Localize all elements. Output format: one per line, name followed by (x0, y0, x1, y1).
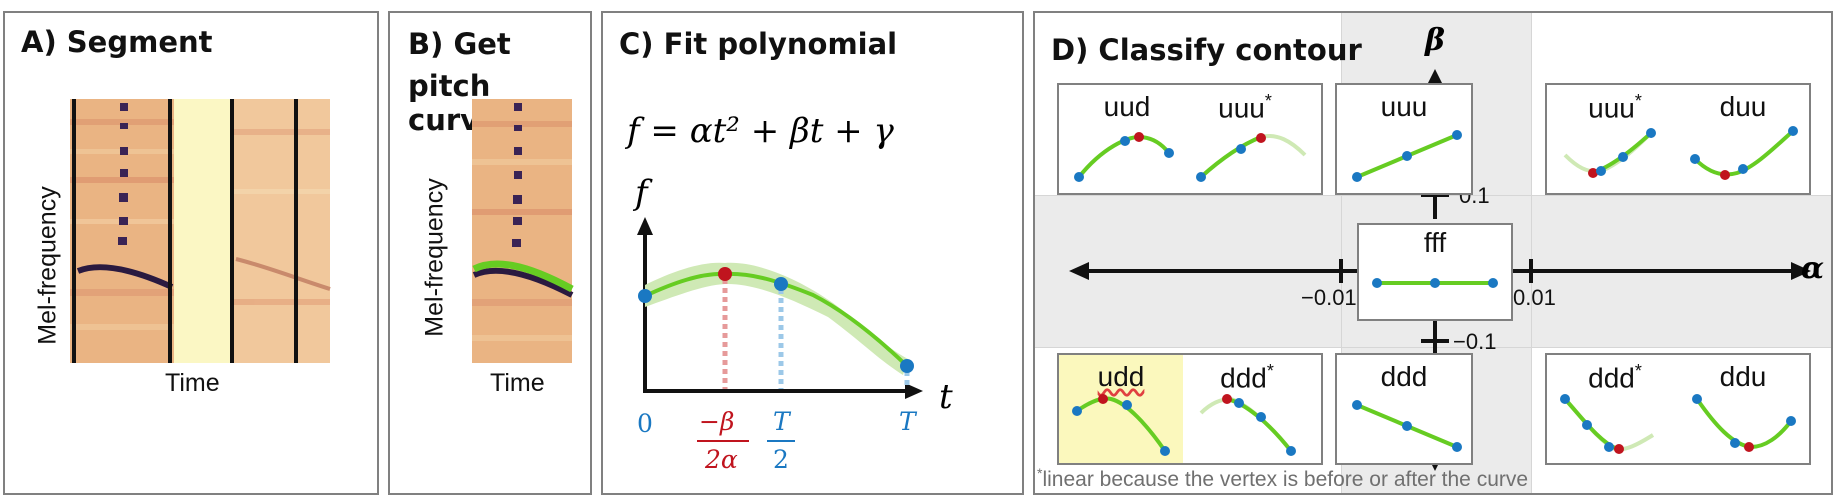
point-start (638, 289, 652, 303)
label-uuu: uuu (1380, 91, 1428, 122)
panel-a-spectrogram (70, 99, 331, 363)
beta-axis-arrow-up (1426, 69, 1444, 87)
label-uuu-star: uuu* (1197, 91, 1293, 124)
polynomial-equation: f = αt² + βt + γ (627, 111, 894, 151)
label-ddu: ddu (1719, 361, 1767, 392)
asterisk-mark-4: * (1634, 361, 1642, 381)
asterisk-mark-3: * (1266, 361, 1274, 381)
label-ddd-star-text: ddd (1220, 362, 1267, 394)
alpha-axis-arrow-left (1069, 262, 1089, 280)
cell-center: fff (1357, 223, 1513, 321)
label-uuu-star-2: uuu* (1567, 91, 1663, 124)
shape-uuu-star-2 (1563, 128, 1656, 178)
label-ddd: ddd (1380, 361, 1428, 392)
label-uud: uud (1103, 91, 1151, 122)
f-axis-label: f (635, 173, 648, 213)
cell-top-left: uud uuu* (1057, 83, 1323, 195)
segment-boundary-3 (230, 99, 234, 363)
footnote-asterisk: * (1037, 465, 1043, 481)
tick-vertex-numerator: −β (699, 407, 735, 436)
footnote: *linear because the vertex is before or … (1037, 465, 1528, 492)
shape-uud (1074, 132, 1174, 182)
polynomial-plot (637, 217, 923, 442)
panel-b-ylabel: Mel-frequency (420, 178, 449, 337)
shape-ddd (1352, 400, 1462, 452)
point-half (774, 277, 788, 291)
t-axis-label: t (939, 377, 953, 417)
tick-vertex-denominator: 2α (705, 445, 738, 474)
spectrogram-harmonics (118, 103, 128, 245)
shape-uuu-star-1 (1196, 133, 1307, 182)
point-end (900, 359, 914, 373)
alpha-tick-neg-label: −0.01 (1301, 285, 1357, 310)
beta-tick-neg-label: −0.1 (1453, 329, 1497, 354)
shape-udd (1072, 394, 1170, 456)
panel-segment: A) Segment Mel-frequency (3, 11, 379, 495)
segment-boundary-1 (72, 99, 76, 363)
panel-b-title-line1: B) Get (408, 27, 511, 61)
shape-ddu (1692, 394, 1796, 452)
panel-classify-contour: D) Classify contour α β −0.01 0.01 0.1 −… (1033, 11, 1833, 495)
spectrogram-segment-1 (70, 99, 174, 363)
cell-bottom-right: ddd* ddu (1545, 353, 1811, 465)
spectrogram-pitch-trace-2 (235, 257, 331, 291)
alpha-axis-arrow-right (1791, 262, 1811, 280)
beta-axis-label: β (1425, 23, 1445, 58)
spectrogram-segment-2 (232, 99, 330, 363)
footnote-text: linear because the vertex is before or a… (1042, 468, 1529, 491)
label-fff: fff (1423, 227, 1447, 258)
panel-a-title: A) Segment (21, 25, 213, 59)
shape-fff (1372, 278, 1498, 288)
t-axis-arrow (905, 383, 923, 399)
label-udd: udd (1097, 361, 1145, 392)
panel-fit-polynomial: C) Fit polynomial f = αt² + βt + γ f t 0… (601, 11, 1024, 495)
tick-half-denominator: 2 (773, 445, 789, 474)
cell-top-center: uuu (1335, 83, 1473, 195)
panel-b-spectrogram (472, 99, 574, 363)
tick-zero: 0 (637, 409, 653, 438)
cell-bottom-center: ddd (1335, 353, 1473, 465)
point-vertex (718, 267, 732, 281)
shape-duu (1690, 126, 1798, 180)
segment-boundary-4 (294, 99, 298, 363)
panel-d-title: D) Classify contour (1051, 33, 1362, 67)
label-ddd-star-2: ddd* (1567, 361, 1663, 394)
grid-line-v1 (1341, 13, 1342, 493)
cell-bottom-left: udd ddd* (1057, 353, 1323, 465)
cell-top-right: uuu* duu (1545, 83, 1811, 195)
label-ddd-star: ddd* (1199, 361, 1295, 394)
shape-uuu (1352, 130, 1462, 182)
label-uuu-star-text: uuu (1218, 92, 1265, 124)
panel-b-xlabel: Time (490, 369, 545, 397)
shape-ddd-star-2 (1560, 394, 1655, 454)
tick-half-numerator: T (773, 407, 790, 436)
fitted-polynomial-curve (644, 271, 909, 368)
label-uuu-star-2-text: uuu (1588, 92, 1635, 124)
label-ddd-star-2-text: ddd (1588, 362, 1635, 394)
spectrogram-pitch-trace (76, 264, 174, 290)
panel-pitch-curve: B) Get pitch curve Mel-frequency Time (388, 11, 592, 495)
asterisk-mark-2: * (1634, 91, 1642, 111)
alpha-tick-pos-label: 0.01 (1513, 285, 1556, 310)
panel-a-xlabel: Time (165, 369, 220, 397)
alpha-axis-label: α (1801, 251, 1825, 286)
panel-c-title: C) Fit polynomial (619, 27, 898, 61)
asterisk-mark: * (1264, 91, 1272, 111)
shape-ddd-star-1 (1199, 394, 1296, 456)
f-axis-arrow (637, 217, 653, 235)
tick-end: T (899, 407, 916, 436)
label-duu: duu (1719, 91, 1767, 122)
spectrogram-gap (174, 99, 232, 363)
segment-boundary-2 (168, 99, 172, 363)
fitted-pitch-curve (472, 260, 574, 293)
panel-a-ylabel: Mel-frequency (33, 186, 62, 345)
grid-line-v2 (1531, 13, 1532, 493)
